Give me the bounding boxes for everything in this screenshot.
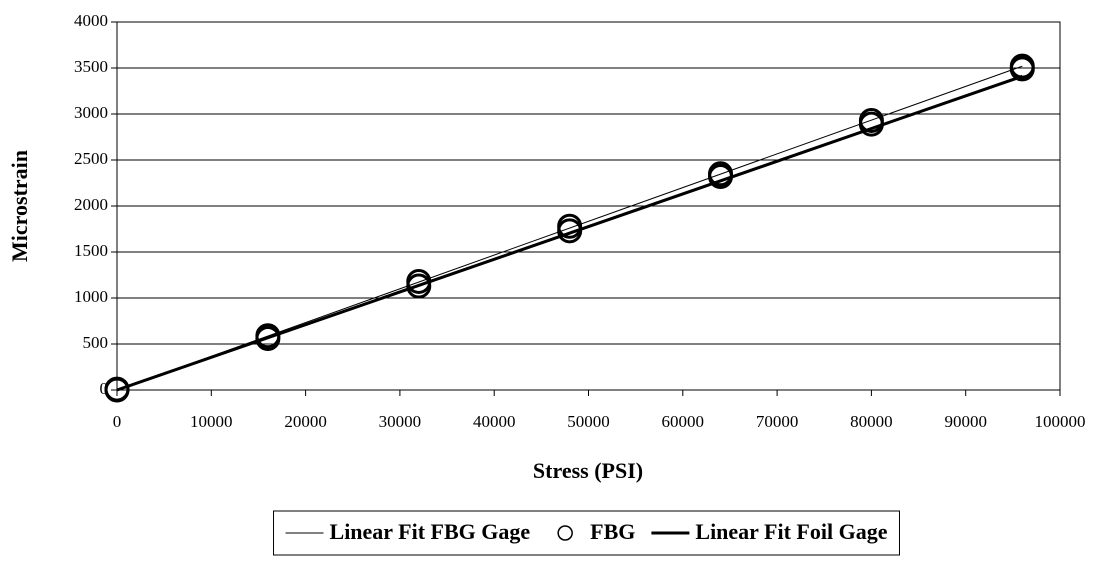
y-tick-label: 3500 [74, 57, 108, 76]
y-tick-label: 2000 [74, 195, 108, 214]
legend-symbol [557, 525, 573, 541]
legend-item: Linear Fit Foil Gage [651, 519, 888, 544]
y-tick-label: 0 [100, 379, 109, 398]
x-tick-label: 20000 [284, 412, 327, 431]
data-point [255, 325, 281, 351]
x-tick-label: 40000 [473, 412, 516, 431]
y-tick-label: 3000 [74, 103, 108, 122]
fit-line [116, 65, 1023, 391]
legend-label: FBG [590, 519, 635, 544]
legend-label: Linear Fit Foil Gage [695, 519, 887, 544]
x-tick-label: 60000 [662, 412, 705, 431]
x-tick-label: 80000 [850, 412, 893, 431]
fit-line [116, 74, 1023, 392]
x-tick-label: 90000 [944, 412, 987, 431]
x-tick-label: 100000 [1035, 412, 1086, 431]
legend-item: Linear Fit FBG Gage [285, 519, 531, 544]
legend-label: Linear Fit FBG Gage [330, 519, 531, 544]
data-point [1009, 56, 1035, 82]
y-tick-label: 1500 [74, 241, 108, 260]
y-tick-label: 500 [83, 333, 109, 352]
x-tick-label: 70000 [756, 412, 799, 431]
x-tick-label: 10000 [190, 412, 233, 431]
x-tick-label: 0 [113, 412, 122, 431]
y-axis-title: Microstrain [7, 150, 32, 262]
y-tick-label: 4000 [74, 11, 108, 30]
legend: Linear Fit FBG Gage FBG Linear Fit Foil Ga… [273, 510, 900, 556]
y-tick-label: 1000 [74, 287, 108, 306]
data-point [406, 273, 432, 299]
x-tick-label: 30000 [379, 412, 422, 431]
plot-frame [116, 21, 1061, 391]
y-tick-label: 2500 [74, 149, 108, 168]
x-axis-title: Stress (PSI) [533, 458, 643, 483]
legend-box [273, 510, 900, 556]
legend-item: FBG [557, 519, 635, 544]
x-tick-label: 50000 [567, 412, 610, 431]
data-point [104, 376, 130, 402]
